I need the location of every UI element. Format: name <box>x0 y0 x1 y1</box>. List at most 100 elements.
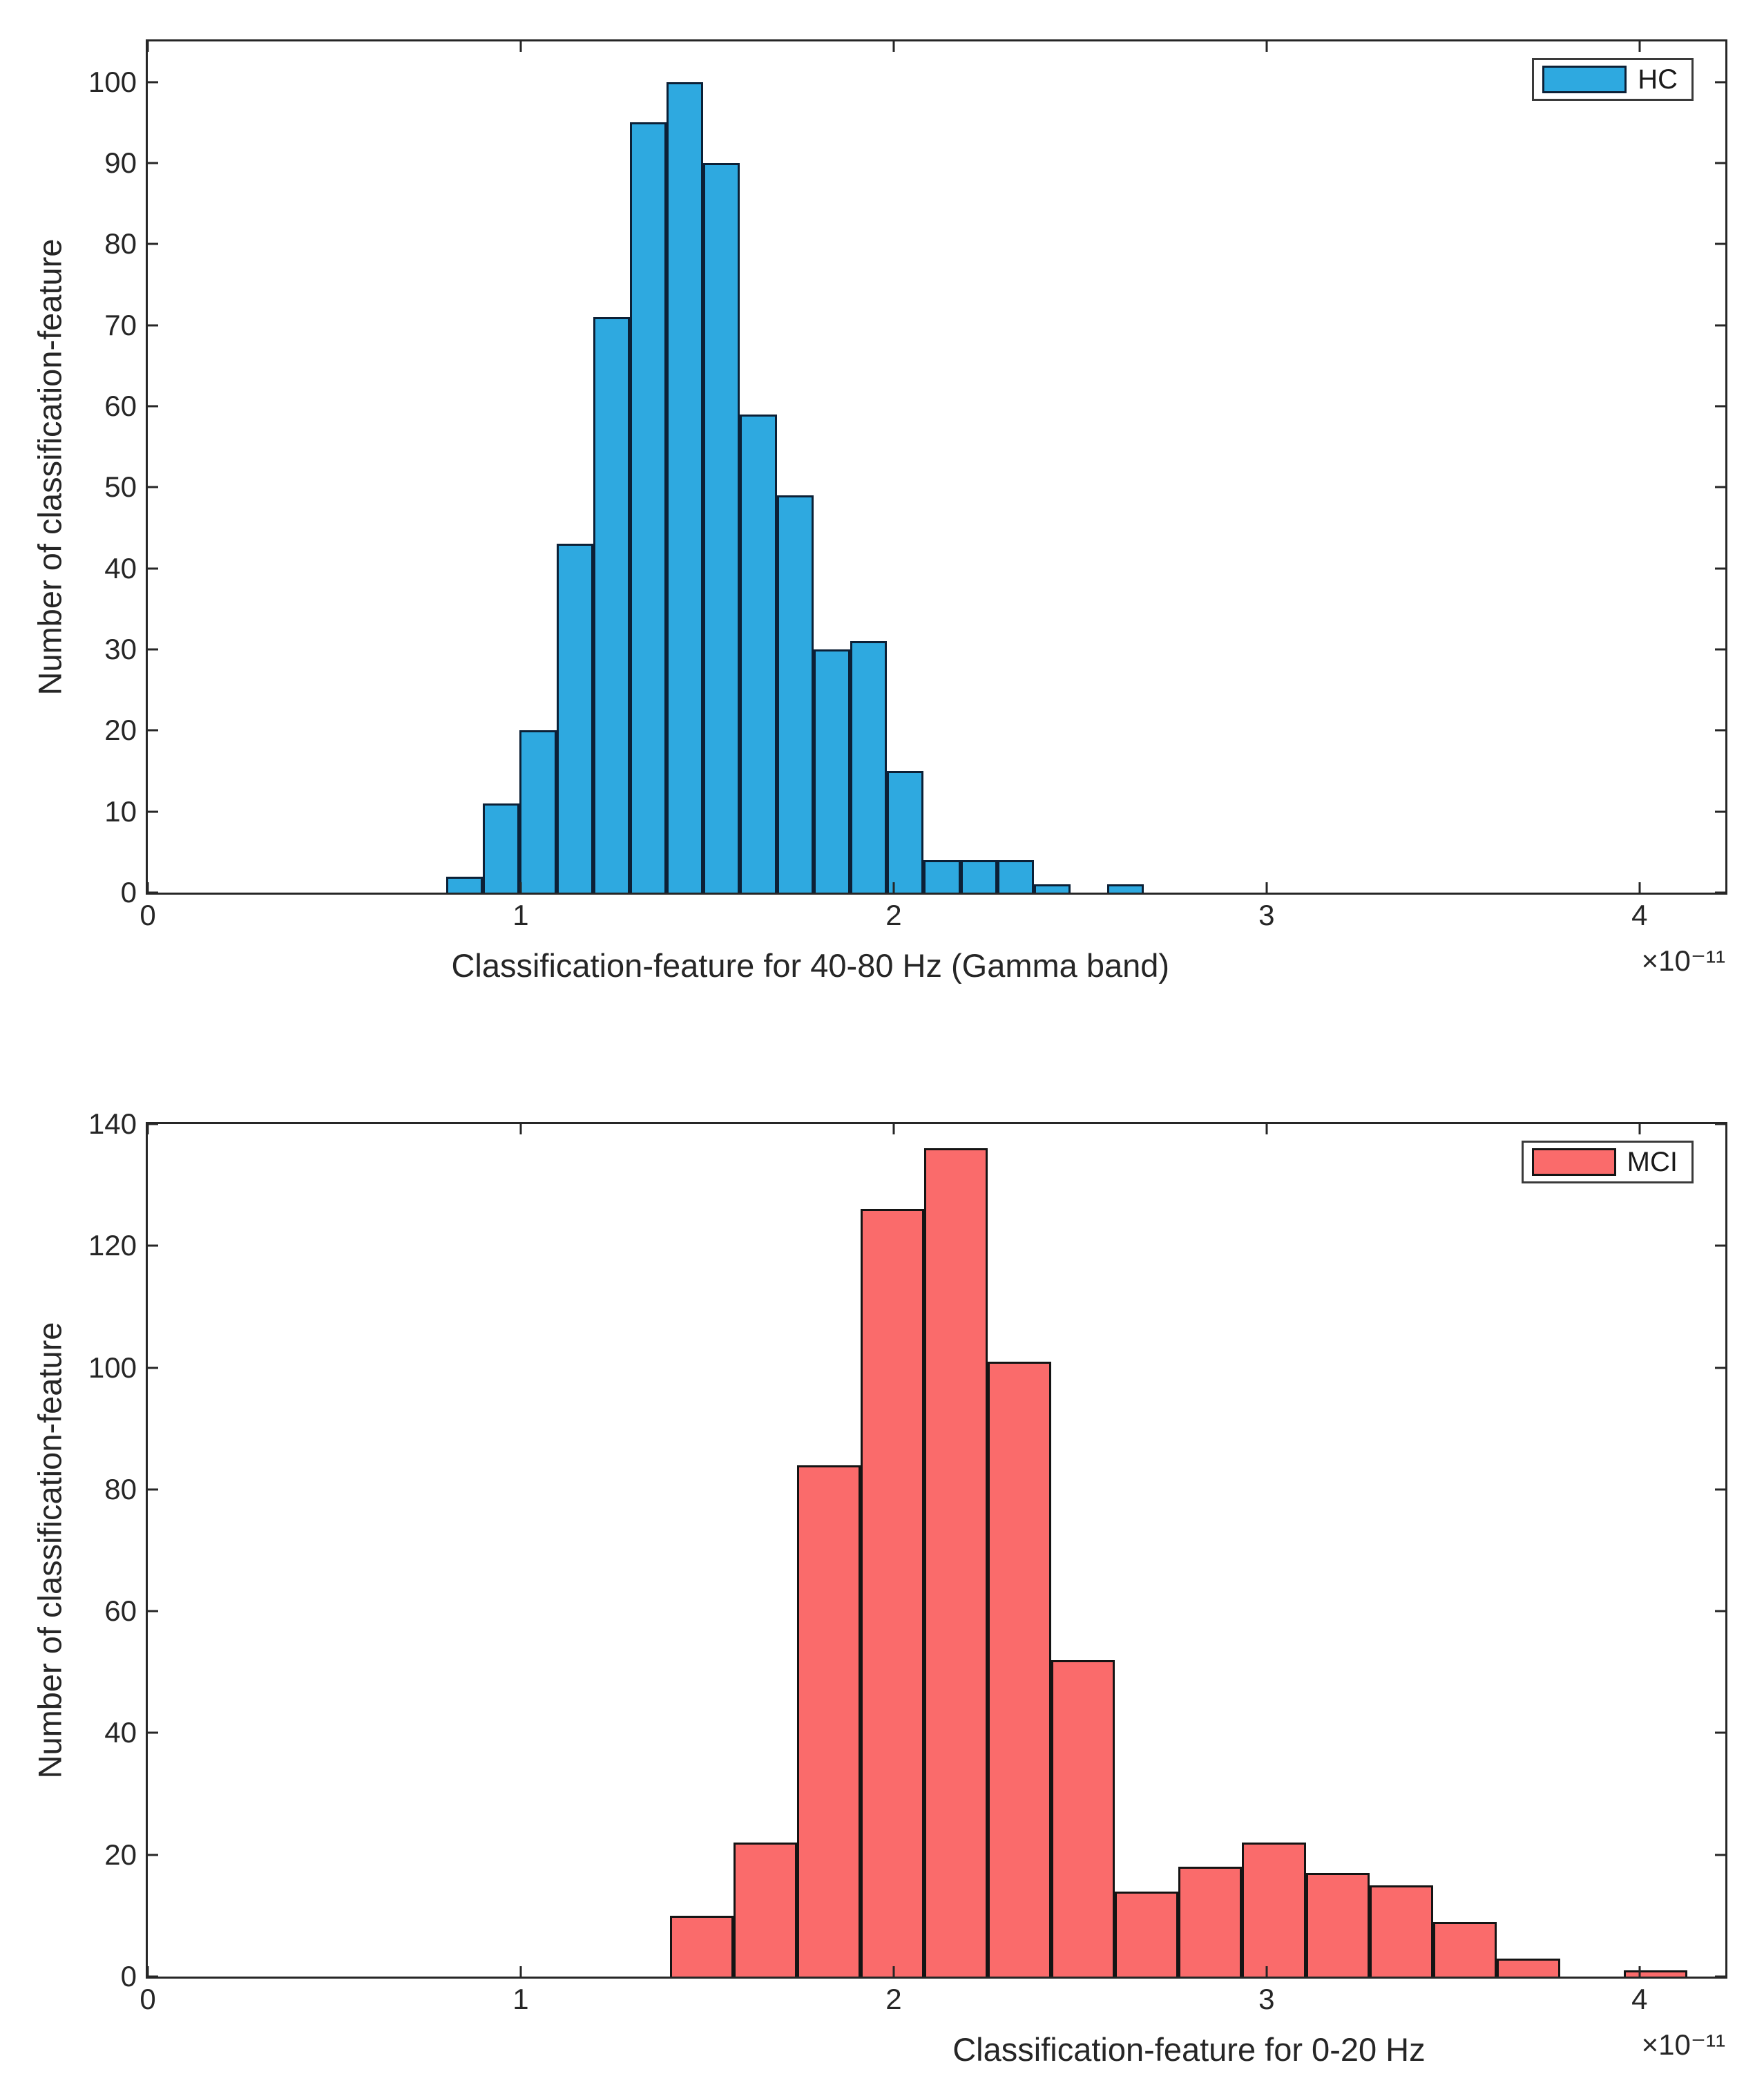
histogram-bar <box>667 82 704 893</box>
x-tick-label: 3 <box>1258 1983 1275 2015</box>
legend-mci: MCI <box>1521 1141 1694 1183</box>
y-tick-label: 80 <box>104 227 137 260</box>
histogram-bar <box>669 1915 734 1977</box>
histogram-bar <box>1623 1970 1687 1977</box>
y-axis-tick <box>148 324 158 327</box>
y-axis-tick <box>148 162 158 164</box>
x-axis-tick <box>1638 1966 1641 1977</box>
y-tick-label: 60 <box>104 1595 137 1628</box>
histogram-bar <box>519 730 557 893</box>
x-axis-tick <box>146 1966 149 1977</box>
y-axis-tick <box>148 1975 158 1978</box>
y-axis-tick <box>1715 891 1725 894</box>
x-tick-label: 2 <box>885 899 902 931</box>
histogram-bar <box>445 876 483 893</box>
y-axis-tick <box>1715 1123 1725 1125</box>
y-axis-tick <box>148 1854 158 1856</box>
y-axis-tick <box>148 81 158 84</box>
x-axis-tick <box>519 1966 522 1977</box>
y-axis-tick <box>1715 1610 1725 1612</box>
x-axis-tick <box>146 41 149 52</box>
x-tick-label: 3 <box>1258 899 1275 931</box>
y-axis-tick <box>148 1610 158 1612</box>
y-tick-label: 0 <box>120 876 137 908</box>
histogram-bar <box>1115 1891 1179 1977</box>
x-axis-tick <box>519 41 522 52</box>
histogram-bar <box>887 771 924 893</box>
y-axis-tick <box>148 242 158 245</box>
histogram-bar <box>556 544 593 893</box>
y-axis-tick <box>1715 1244 1725 1247</box>
histogram-bar <box>703 163 740 893</box>
x-axis-label-gamma: Classification-feature for 40-80 Hz (Gam… <box>451 947 1170 984</box>
y-axis-tick <box>1715 324 1725 327</box>
y-axis-tick <box>148 1244 158 1247</box>
x-axis-multiplier: ×10⁻¹¹ <box>1641 944 1725 977</box>
histogram-bar <box>1369 1885 1433 1977</box>
histogram-bar <box>797 1465 861 1977</box>
histogram-bar <box>733 1843 798 1977</box>
histogram-bar <box>997 860 1034 893</box>
y-tick-label: 10 <box>104 794 137 828</box>
y-axis-tick <box>1715 405 1725 408</box>
y-tick-label: 0 <box>120 1960 137 1992</box>
x-tick-label: 0 <box>140 899 156 931</box>
histogram-bar <box>813 649 850 893</box>
x-axis-tick <box>892 41 895 52</box>
x-axis-tick <box>519 882 522 893</box>
histogram-bar <box>1305 1873 1370 1977</box>
y-axis-tick <box>148 567 158 570</box>
x-axis-tick <box>1265 882 1268 893</box>
x-tick-label: 1 <box>512 1983 529 2015</box>
y-tick-label: 20 <box>104 714 137 747</box>
x-axis-tick <box>1638 1124 1641 1134</box>
y-axis-tick <box>148 729 158 732</box>
y-axis-tick <box>1715 1367 1725 1369</box>
y-tick-label: 60 <box>104 390 137 422</box>
y-axis-tick <box>1715 162 1725 164</box>
x-axis-tick <box>1265 1124 1268 1134</box>
y-axis-tick <box>148 648 158 651</box>
y-axis-tick <box>148 1731 158 1734</box>
y-axis-tick <box>148 405 158 408</box>
x-axis-tick <box>1265 41 1268 52</box>
x-tick-label: 4 <box>1631 899 1648 931</box>
y-axis-tick <box>1715 486 1725 488</box>
histogram-bar <box>1496 1958 1560 1977</box>
histogram-bar <box>850 641 888 893</box>
y-axis-tick <box>148 810 158 813</box>
y-axis-tick <box>148 1488 158 1491</box>
legend-label-hc: HC <box>1638 64 1678 95</box>
x-axis-multiplier: ×10⁻¹¹ <box>1641 2028 1725 2061</box>
y-tick-label: 90 <box>104 146 137 179</box>
histogram-bar <box>776 495 814 893</box>
x-tick-label: 0 <box>140 1983 156 2015</box>
histogram-bar <box>861 1209 925 1977</box>
y-axis-tick <box>1715 729 1725 732</box>
legend-swatch-mci <box>1531 1148 1616 1176</box>
y-tick-label: 70 <box>104 308 137 341</box>
histogram-bar <box>740 414 777 893</box>
y-axis-tick <box>1715 648 1725 651</box>
y-tick-label: 140 <box>88 1107 137 1140</box>
y-axis-tick <box>148 1123 158 1125</box>
y-axis-tick <box>1715 242 1725 245</box>
x-tick-label: 2 <box>885 1983 902 2015</box>
y-tick-label: 40 <box>104 551 137 584</box>
histogram-bar <box>1033 884 1071 893</box>
x-axis-label-0-20hz: Classification-feature for 0-20 Hz <box>952 2031 1426 2068</box>
legend-swatch-hc <box>1542 66 1627 93</box>
histogram-bar <box>924 1148 988 1977</box>
histogram-bar <box>629 122 667 893</box>
y-axis-tick <box>1715 1854 1725 1856</box>
y-axis-tick <box>1715 567 1725 570</box>
histogram-bar <box>960 860 997 893</box>
histogram-bar <box>988 1361 1052 1977</box>
histogram-bar <box>593 316 630 893</box>
plot-area-mci: MCI Classification-feature for 0-20 Hz ×… <box>88 1110 1727 2066</box>
x-axis-tick <box>892 1966 895 1977</box>
y-tick-label: 80 <box>104 1472 137 1505</box>
x-axis-tick <box>892 882 895 893</box>
histogram-bar <box>1107 884 1144 893</box>
